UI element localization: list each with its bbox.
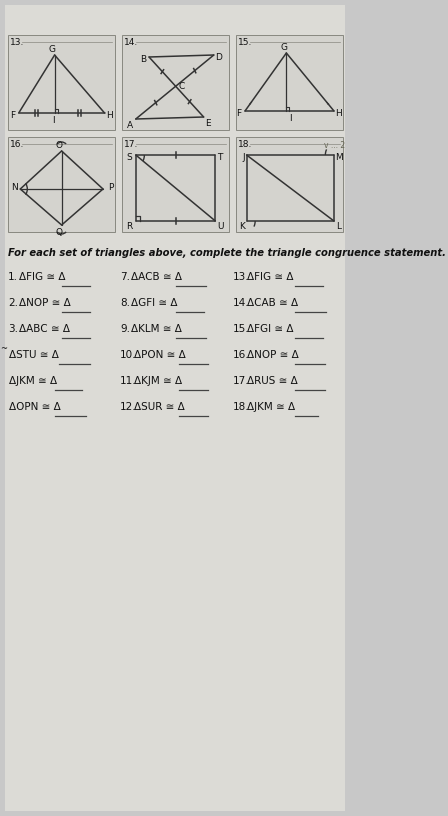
Text: 14.: 14. [233, 298, 249, 308]
Text: ΔRUS ≅ Δ: ΔRUS ≅ Δ [246, 376, 297, 386]
Text: 18.: 18. [238, 140, 252, 149]
Text: ΔFIG ≅ Δ: ΔFIG ≅ Δ [19, 272, 65, 282]
Text: F: F [236, 109, 241, 118]
Text: ΔFGI ≅ Δ: ΔFGI ≅ Δ [246, 324, 293, 334]
Text: J: J [242, 153, 245, 162]
Text: N: N [11, 183, 17, 192]
Text: ΔCAB ≅ Δ: ΔCAB ≅ Δ [246, 298, 297, 308]
Text: 11.: 11. [120, 376, 137, 386]
Text: T: T [217, 153, 223, 162]
Text: 3.: 3. [8, 324, 18, 334]
FancyBboxPatch shape [236, 35, 343, 130]
Text: ΔSTU ≅ Δ: ΔSTU ≅ Δ [9, 350, 59, 360]
Text: H: H [106, 111, 112, 120]
Text: D: D [215, 53, 222, 62]
FancyBboxPatch shape [8, 137, 116, 232]
Text: 14.: 14. [124, 38, 138, 47]
Text: 8.: 8. [120, 298, 130, 308]
Text: ΔABC ≅ Δ: ΔABC ≅ Δ [19, 324, 70, 334]
Text: G: G [280, 43, 288, 52]
Text: I: I [52, 116, 54, 125]
Text: ΔJKM ≅ Δ: ΔJKM ≅ Δ [246, 402, 295, 412]
FancyBboxPatch shape [122, 137, 229, 232]
Text: K: K [239, 222, 245, 231]
Text: 13.: 13. [10, 38, 25, 47]
Text: ΔNOP ≅ Δ: ΔNOP ≅ Δ [19, 298, 70, 308]
Text: 15.: 15. [233, 324, 249, 334]
Text: ΔACB ≅ Δ: ΔACB ≅ Δ [131, 272, 182, 282]
Text: Q: Q [56, 228, 63, 237]
Text: 9.: 9. [120, 324, 130, 334]
Text: ΔJKM ≅ Δ: ΔJKM ≅ Δ [9, 376, 57, 386]
Text: ΔOPN ≅ Δ: ΔOPN ≅ Δ [9, 402, 61, 412]
Text: 12.: 12. [120, 402, 137, 412]
Text: C: C [179, 82, 185, 91]
Text: 7.: 7. [120, 272, 130, 282]
FancyBboxPatch shape [8, 35, 116, 130]
Text: ΔGFI ≅ Δ: ΔGFI ≅ Δ [131, 298, 177, 308]
FancyBboxPatch shape [122, 35, 229, 130]
Text: ΔSUR ≅ Δ: ΔSUR ≅ Δ [134, 402, 185, 412]
Text: ΔKJM ≅ Δ: ΔKJM ≅ Δ [134, 376, 182, 386]
Text: For each set of triangles above, complete the triangle congruence statement.: For each set of triangles above, complet… [8, 248, 446, 258]
Text: ΔFIG ≅ Δ: ΔFIG ≅ Δ [246, 272, 293, 282]
Text: S: S [127, 153, 133, 162]
Text: 16.: 16. [233, 350, 249, 360]
Text: ΔKLM ≅ Δ: ΔKLM ≅ Δ [131, 324, 182, 334]
FancyBboxPatch shape [236, 137, 343, 232]
Text: P: P [108, 183, 113, 192]
Text: 13.: 13. [233, 272, 249, 282]
Text: E: E [206, 119, 211, 128]
Text: ΔNOP ≅ Δ: ΔNOP ≅ Δ [246, 350, 298, 360]
Text: I: I [289, 114, 291, 123]
Text: U: U [217, 222, 223, 231]
Text: M: M [335, 153, 343, 162]
Text: 17.: 17. [124, 140, 138, 149]
FancyBboxPatch shape [5, 5, 345, 811]
Text: A: A [127, 121, 134, 130]
Text: F: F [10, 111, 15, 120]
Text: 1.: 1. [8, 272, 18, 282]
Text: 17.: 17. [233, 376, 249, 386]
Text: R: R [126, 222, 133, 231]
Text: 10.: 10. [120, 350, 137, 360]
Text: L: L [336, 222, 341, 231]
Text: H: H [335, 109, 342, 118]
Text: G: G [49, 45, 56, 54]
Text: 15.: 15. [238, 38, 252, 47]
Text: 16.: 16. [10, 140, 25, 149]
Text: O: O [56, 141, 63, 150]
Text: 18.: 18. [233, 402, 249, 412]
Text: B: B [140, 55, 146, 64]
Text: v ... 2: v ... 2 [324, 141, 345, 150]
Text: ~: ~ [0, 344, 7, 353]
Text: ΔPON ≅ Δ: ΔPON ≅ Δ [134, 350, 186, 360]
Text: 2.: 2. [8, 298, 18, 308]
